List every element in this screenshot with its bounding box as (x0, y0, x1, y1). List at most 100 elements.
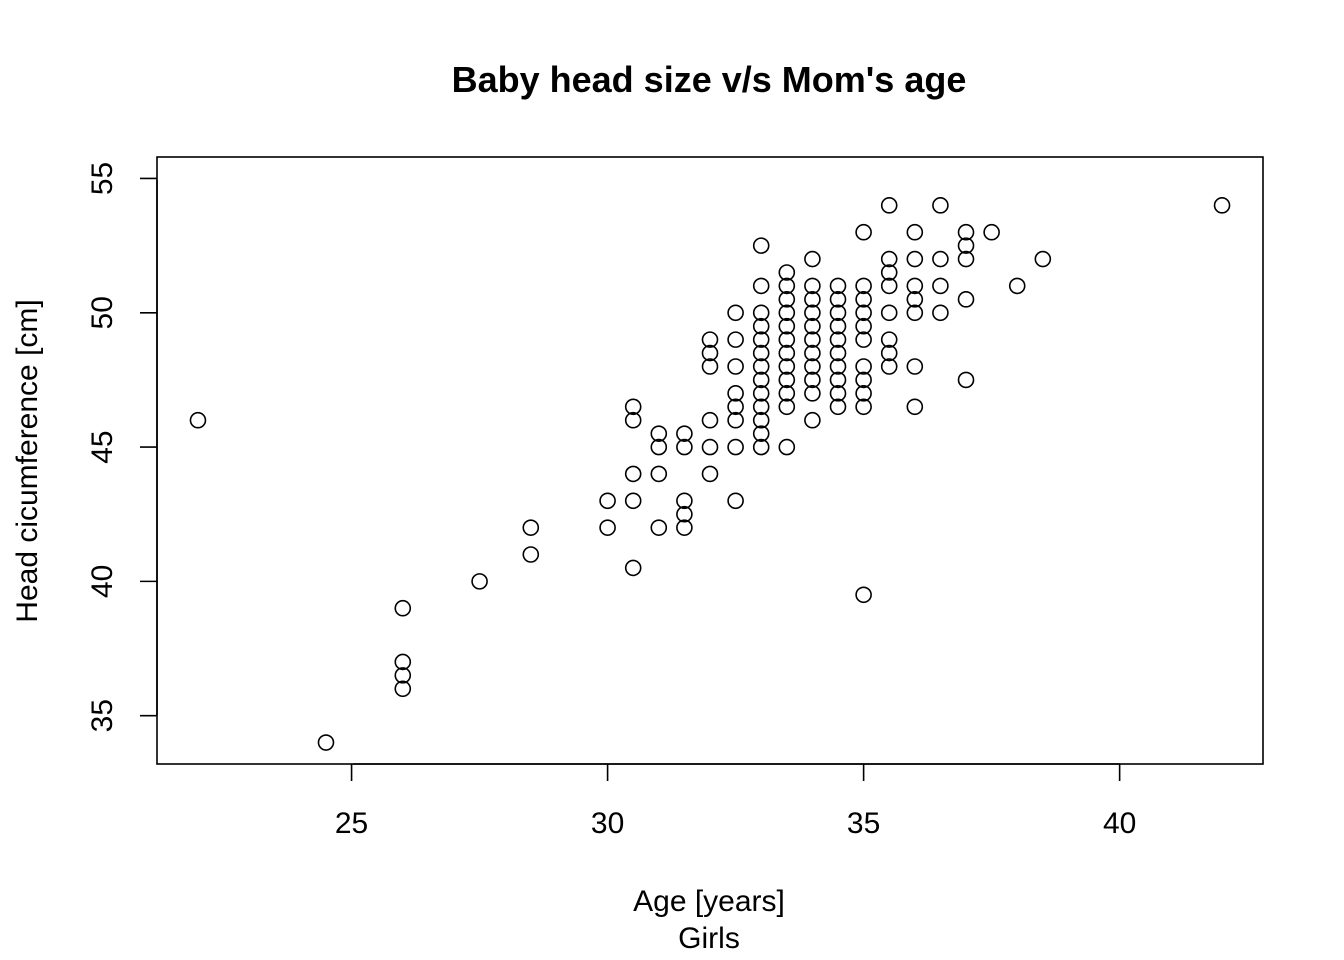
data-point (932, 197, 949, 214)
data-point (880, 304, 898, 322)
data-point (727, 385, 744, 402)
data-point (778, 317, 796, 335)
data-point (804, 344, 821, 362)
data-point (932, 277, 949, 295)
data-point (650, 519, 668, 536)
data-point (778, 264, 796, 281)
x-axis-ticks: 25 30 35 40 (335, 764, 1136, 840)
y-tick-label: 55 (86, 162, 119, 195)
data-point (804, 304, 821, 322)
data-point (650, 425, 668, 442)
data-point (394, 680, 412, 698)
data-point (752, 358, 770, 375)
data-point (727, 398, 744, 416)
data-point (855, 586, 872, 604)
data-point (932, 304, 949, 322)
data-point (906, 277, 924, 295)
data-point (624, 411, 642, 429)
x-axis-label: Age [years] (633, 885, 785, 918)
data-point (1034, 250, 1052, 268)
x-tick-label: 25 (335, 807, 368, 840)
data-point (855, 223, 872, 241)
data-point (829, 331, 847, 348)
data-point (752, 438, 770, 456)
data-point (778, 304, 796, 322)
data-point (778, 398, 796, 416)
data-point (829, 385, 847, 402)
data-point (829, 358, 847, 375)
data-point (880, 250, 898, 268)
data-point (676, 438, 693, 456)
data-point (752, 371, 770, 389)
chart-title: Baby head size v/s Mom's age (452, 59, 967, 100)
y-tick-label: 50 (86, 296, 119, 329)
data-point (752, 304, 770, 322)
data-point (701, 358, 719, 375)
data-point (880, 264, 898, 281)
data-point (778, 385, 796, 402)
data-point (522, 546, 540, 563)
y-tick-label: 35 (86, 699, 119, 732)
data-point (701, 438, 719, 456)
data-point (752, 398, 770, 416)
data-point (804, 411, 821, 429)
y-axis-label: Head cicumference [cm] (11, 299, 44, 622)
data-point (752, 411, 770, 429)
data-point (471, 573, 488, 590)
data-point (727, 411, 744, 429)
data-point (752, 344, 770, 362)
data-point (624, 465, 642, 483)
data-point (778, 344, 796, 362)
y-axis-ticks: 35 40 45 50 55 (86, 162, 157, 732)
data-point (650, 465, 668, 483)
data-point (624, 398, 642, 416)
data-point (906, 250, 924, 268)
data-point (394, 599, 412, 617)
data-point (957, 223, 975, 241)
data-point (932, 250, 949, 268)
data-point (624, 559, 642, 577)
data-point (189, 411, 207, 429)
data-point (317, 734, 335, 751)
data-point (752, 385, 770, 402)
data-point (855, 358, 872, 375)
data-point (394, 667, 412, 684)
data-point (778, 277, 796, 295)
data-point (727, 358, 744, 375)
data-point (804, 250, 821, 268)
data-point (829, 371, 847, 389)
data-point (804, 371, 821, 389)
data-point (906, 223, 924, 241)
data-point (855, 291, 872, 308)
data-point (855, 398, 872, 416)
data-point (804, 331, 821, 348)
data-point (752, 331, 770, 348)
plot-frame (156, 156, 1264, 765)
data-point (1213, 197, 1231, 214)
data-point (855, 371, 872, 389)
x-tick-label: 35 (847, 807, 880, 840)
data-point (1008, 277, 1026, 295)
data-point (727, 304, 744, 322)
data-point (778, 331, 796, 348)
x-tick-label: 40 (1103, 807, 1136, 840)
data-point (983, 223, 1000, 241)
data-point (804, 291, 821, 308)
x-axis-sublabel: Girls (678, 922, 740, 955)
data-point (701, 331, 719, 348)
y-tick-label: 45 (86, 430, 119, 463)
data-points (189, 197, 1231, 751)
y-tick-label: 40 (86, 565, 119, 598)
data-point (727, 438, 744, 456)
data-point (855, 385, 872, 402)
data-point (624, 492, 642, 510)
data-point (804, 277, 821, 295)
data-point (804, 317, 821, 335)
data-point (855, 277, 872, 295)
data-point (701, 465, 719, 483)
data-point (752, 237, 770, 254)
data-point (829, 398, 847, 416)
data-point (855, 304, 872, 322)
data-point (522, 519, 540, 536)
